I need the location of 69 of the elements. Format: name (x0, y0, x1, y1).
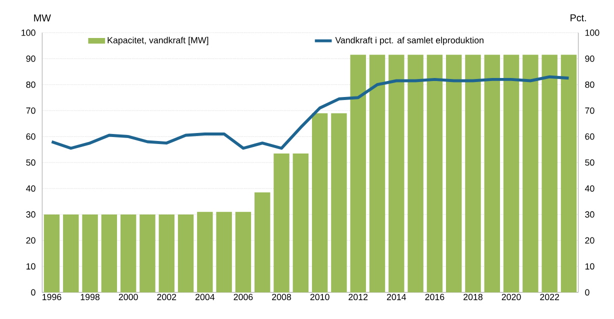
y2-tick-label: 90 (585, 55, 594, 62)
x-tick-label: 2006 (234, 294, 253, 300)
bar (426, 54, 443, 292)
x-tick-label: 2014 (386, 294, 406, 300)
y-tick-label: 20 (26, 237, 36, 244)
bar (350, 54, 366, 292)
y2-tick-label: 70 (585, 107, 594, 114)
bar (484, 54, 500, 292)
y-tick-label: 40 (26, 185, 36, 192)
bar (254, 192, 270, 292)
bar (408, 54, 424, 292)
bar (235, 212, 252, 292)
y-tick-label: 90 (26, 55, 36, 62)
x-tick-label: 2012 (348, 294, 368, 300)
bar (197, 212, 213, 292)
bar (292, 153, 309, 292)
y2-tick-label: 40 (584, 185, 594, 192)
y2-axis-title: Pct. (570, 14, 586, 22)
bar (158, 214, 174, 292)
y-axis-title: MW (34, 14, 51, 22)
x-tick-label: 2010 (310, 294, 330, 300)
x-tick-label: 2008 (272, 294, 292, 300)
bar (312, 113, 328, 292)
bar (331, 113, 347, 292)
y-tick-label: 80 (26, 81, 36, 88)
bar (63, 214, 79, 292)
bar (446, 54, 462, 292)
legend-label: Kapacitet, vandkraft [MW] (108, 36, 208, 46)
x-tick-label: 2004 (195, 294, 215, 300)
bar (503, 54, 520, 292)
y2-tick-label: 60 (585, 133, 594, 140)
bar (465, 54, 481, 292)
bar (388, 54, 404, 292)
line-series (50, 75, 570, 150)
bar (522, 54, 538, 292)
y2-tick-label: 30 (585, 211, 594, 218)
x-tick-label: 2000 (118, 294, 138, 300)
bar (542, 54, 558, 292)
x-tick-label: 2020 (502, 294, 521, 300)
bar (82, 214, 98, 292)
y2-tick-label: 10 (585, 263, 594, 270)
y2-tick-label: 0 (585, 289, 590, 296)
bar (369, 54, 386, 292)
y-tick-label: 50 (26, 159, 36, 166)
bar (140, 214, 156, 292)
bar (44, 214, 60, 292)
y2-tick-label: 20 (585, 237, 594, 244)
x-tick-label: 2018 (464, 294, 482, 300)
y-tick-label: 60 (26, 133, 36, 140)
bar (560, 54, 577, 292)
y-tick-label: 10 (26, 263, 36, 270)
bar (178, 214, 194, 292)
legend-label: Vandkraft i pct. af samlet elproduktion (335, 36, 484, 46)
x-tick-label: 1998 (80, 294, 100, 300)
y-tick-label: 0 (31, 289, 36, 296)
y2-tick-label: 50 (585, 159, 594, 166)
y2-tick-label: 100 (585, 30, 600, 36)
y-tick-label: 70 (26, 107, 36, 114)
x-tick-label: 2002 (157, 294, 176, 300)
bar (274, 153, 290, 292)
x-tick-label: 2016 (425, 294, 444, 300)
bar (101, 214, 118, 292)
bar (120, 214, 136, 292)
x-tick-label: 1996 (42, 294, 62, 300)
y2-tick-label: 80 (585, 81, 594, 88)
y-tick-label: 100 (22, 30, 36, 36)
y-tick-label: 30 (26, 211, 36, 218)
x-tick-label: 2022 (540, 294, 560, 300)
bar (216, 212, 232, 292)
